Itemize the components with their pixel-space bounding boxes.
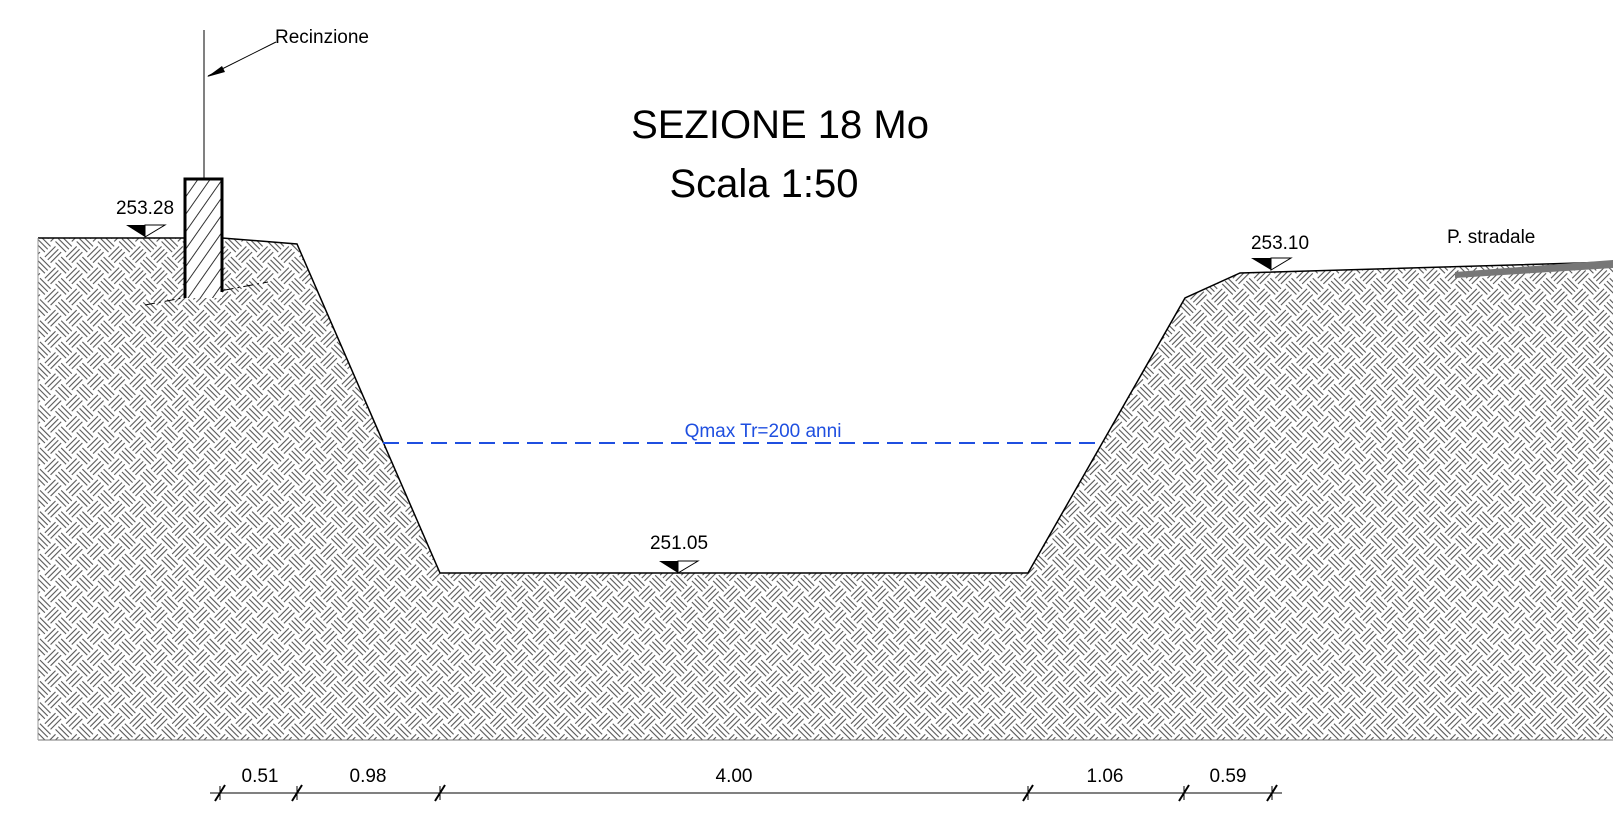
dimension-label: 0.98	[350, 766, 387, 787]
elevation-label: 251.05	[650, 533, 708, 554]
dimension-label: 0.51	[242, 766, 279, 787]
dimension-label: 0.59	[1210, 766, 1247, 787]
leader-arrow	[207, 66, 225, 77]
terrain	[38, 238, 1613, 740]
fence-post-hatch	[185, 179, 222, 298]
dimension-label: 1.06	[1087, 766, 1124, 787]
subtitle: Scala 1:50	[669, 162, 858, 206]
elevation-marker	[126, 224, 167, 238]
elevation-label: 253.10	[1251, 233, 1309, 254]
water-label: Qmax Tr=200 anni	[685, 421, 842, 442]
elevation-marker	[1251, 257, 1293, 271]
elevation-marker	[659, 560, 700, 574]
fence-label: Recinzione	[275, 27, 369, 48]
road-label: P. stradale	[1447, 227, 1535, 248]
dimension-label: 4.00	[716, 766, 753, 787]
title: SEZIONE 18 Mo	[631, 103, 929, 147]
road-surface	[1455, 260, 1613, 278]
elevation-label: 253.28	[116, 198, 174, 219]
ground-profile	[38, 237, 1613, 574]
